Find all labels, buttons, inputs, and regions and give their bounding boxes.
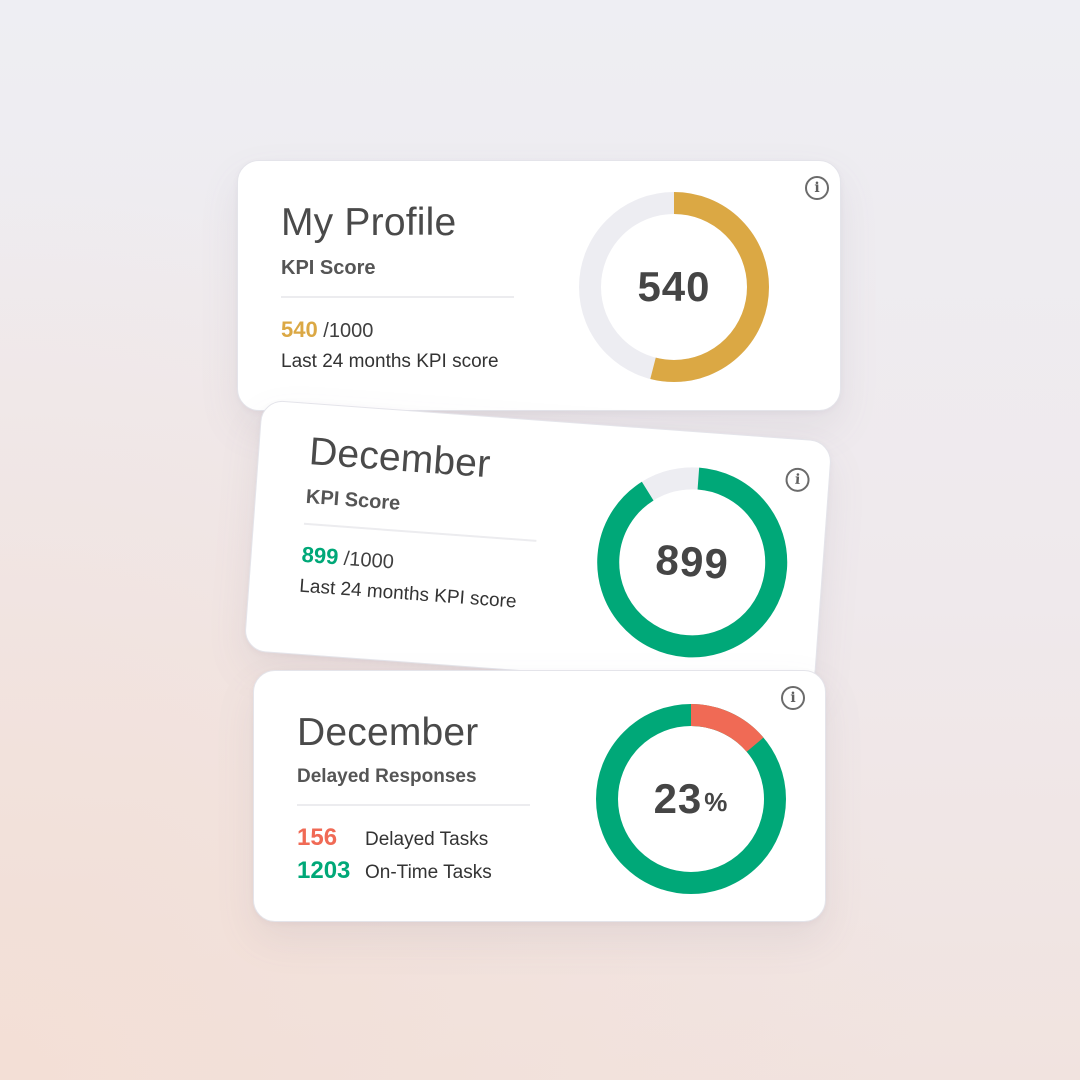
delayed-donut-chart: 23% — [593, 701, 789, 897]
score-line: 540 /1000 — [281, 317, 373, 343]
ontime-count: 1203 — [297, 857, 351, 884]
score-value: 899 — [300, 541, 340, 570]
score-line: 899 /1000 — [301, 542, 395, 575]
donut-svg — [597, 467, 788, 658]
ontime-label: On-Time Tasks — [365, 862, 492, 883]
divider — [303, 522, 537, 542]
delayed-label: Delayed Tasks — [365, 829, 489, 850]
profile-kpi-card: i My Profile KPI Score 540 /1000 Last 24… — [237, 160, 841, 411]
december-kpi-card: i December KPI Score 899 /1000 Last 24 m… — [243, 399, 833, 693]
donut-svg — [596, 704, 786, 894]
donut-center-value: 23% — [593, 701, 789, 897]
score-max: /1000 — [323, 320, 374, 342]
donut-center-value: 540 — [637, 263, 711, 310]
kpi-donut-chart: 899 — [587, 457, 797, 667]
card-subtitle: KPI Score — [281, 257, 376, 279]
donut-arc-delayed — [596, 704, 786, 894]
card-subtitle: KPI Score — [305, 485, 402, 515]
percent-sign: % — [704, 786, 729, 817]
delayed-tasks-row: 156 Delayed Tasks — [297, 824, 488, 852]
score-value: 540 — [281, 317, 318, 342]
score-description: Last 24 months KPI score — [298, 575, 518, 613]
card-title: December — [307, 430, 492, 487]
ontime-tasks-row: 1203 On-Time Tasks — [297, 857, 492, 885]
donut-arc-score — [597, 467, 788, 658]
card-title: December — [297, 711, 479, 754]
score-max: /1000 — [343, 547, 395, 574]
donut-center-value: 899 — [654, 535, 731, 588]
delayed-responses-card: i December Delayed Responses 156 Delayed… — [253, 670, 826, 922]
delayed-count: 156 — [297, 824, 338, 851]
kpi-donut-chart: 540 — [576, 189, 772, 385]
percent-value: 23 — [653, 775, 703, 822]
divider — [297, 804, 530, 806]
info-icon[interactable]: i — [781, 686, 805, 710]
info-icon[interactable]: i — [805, 176, 829, 200]
donut-arc-score — [579, 192, 769, 382]
divider — [281, 296, 514, 298]
score-description: Last 24 months KPI score — [281, 351, 499, 372]
donut-svg — [579, 192, 769, 382]
card-title: My Profile — [281, 201, 457, 244]
card-subtitle: Delayed Responses — [297, 766, 477, 787]
